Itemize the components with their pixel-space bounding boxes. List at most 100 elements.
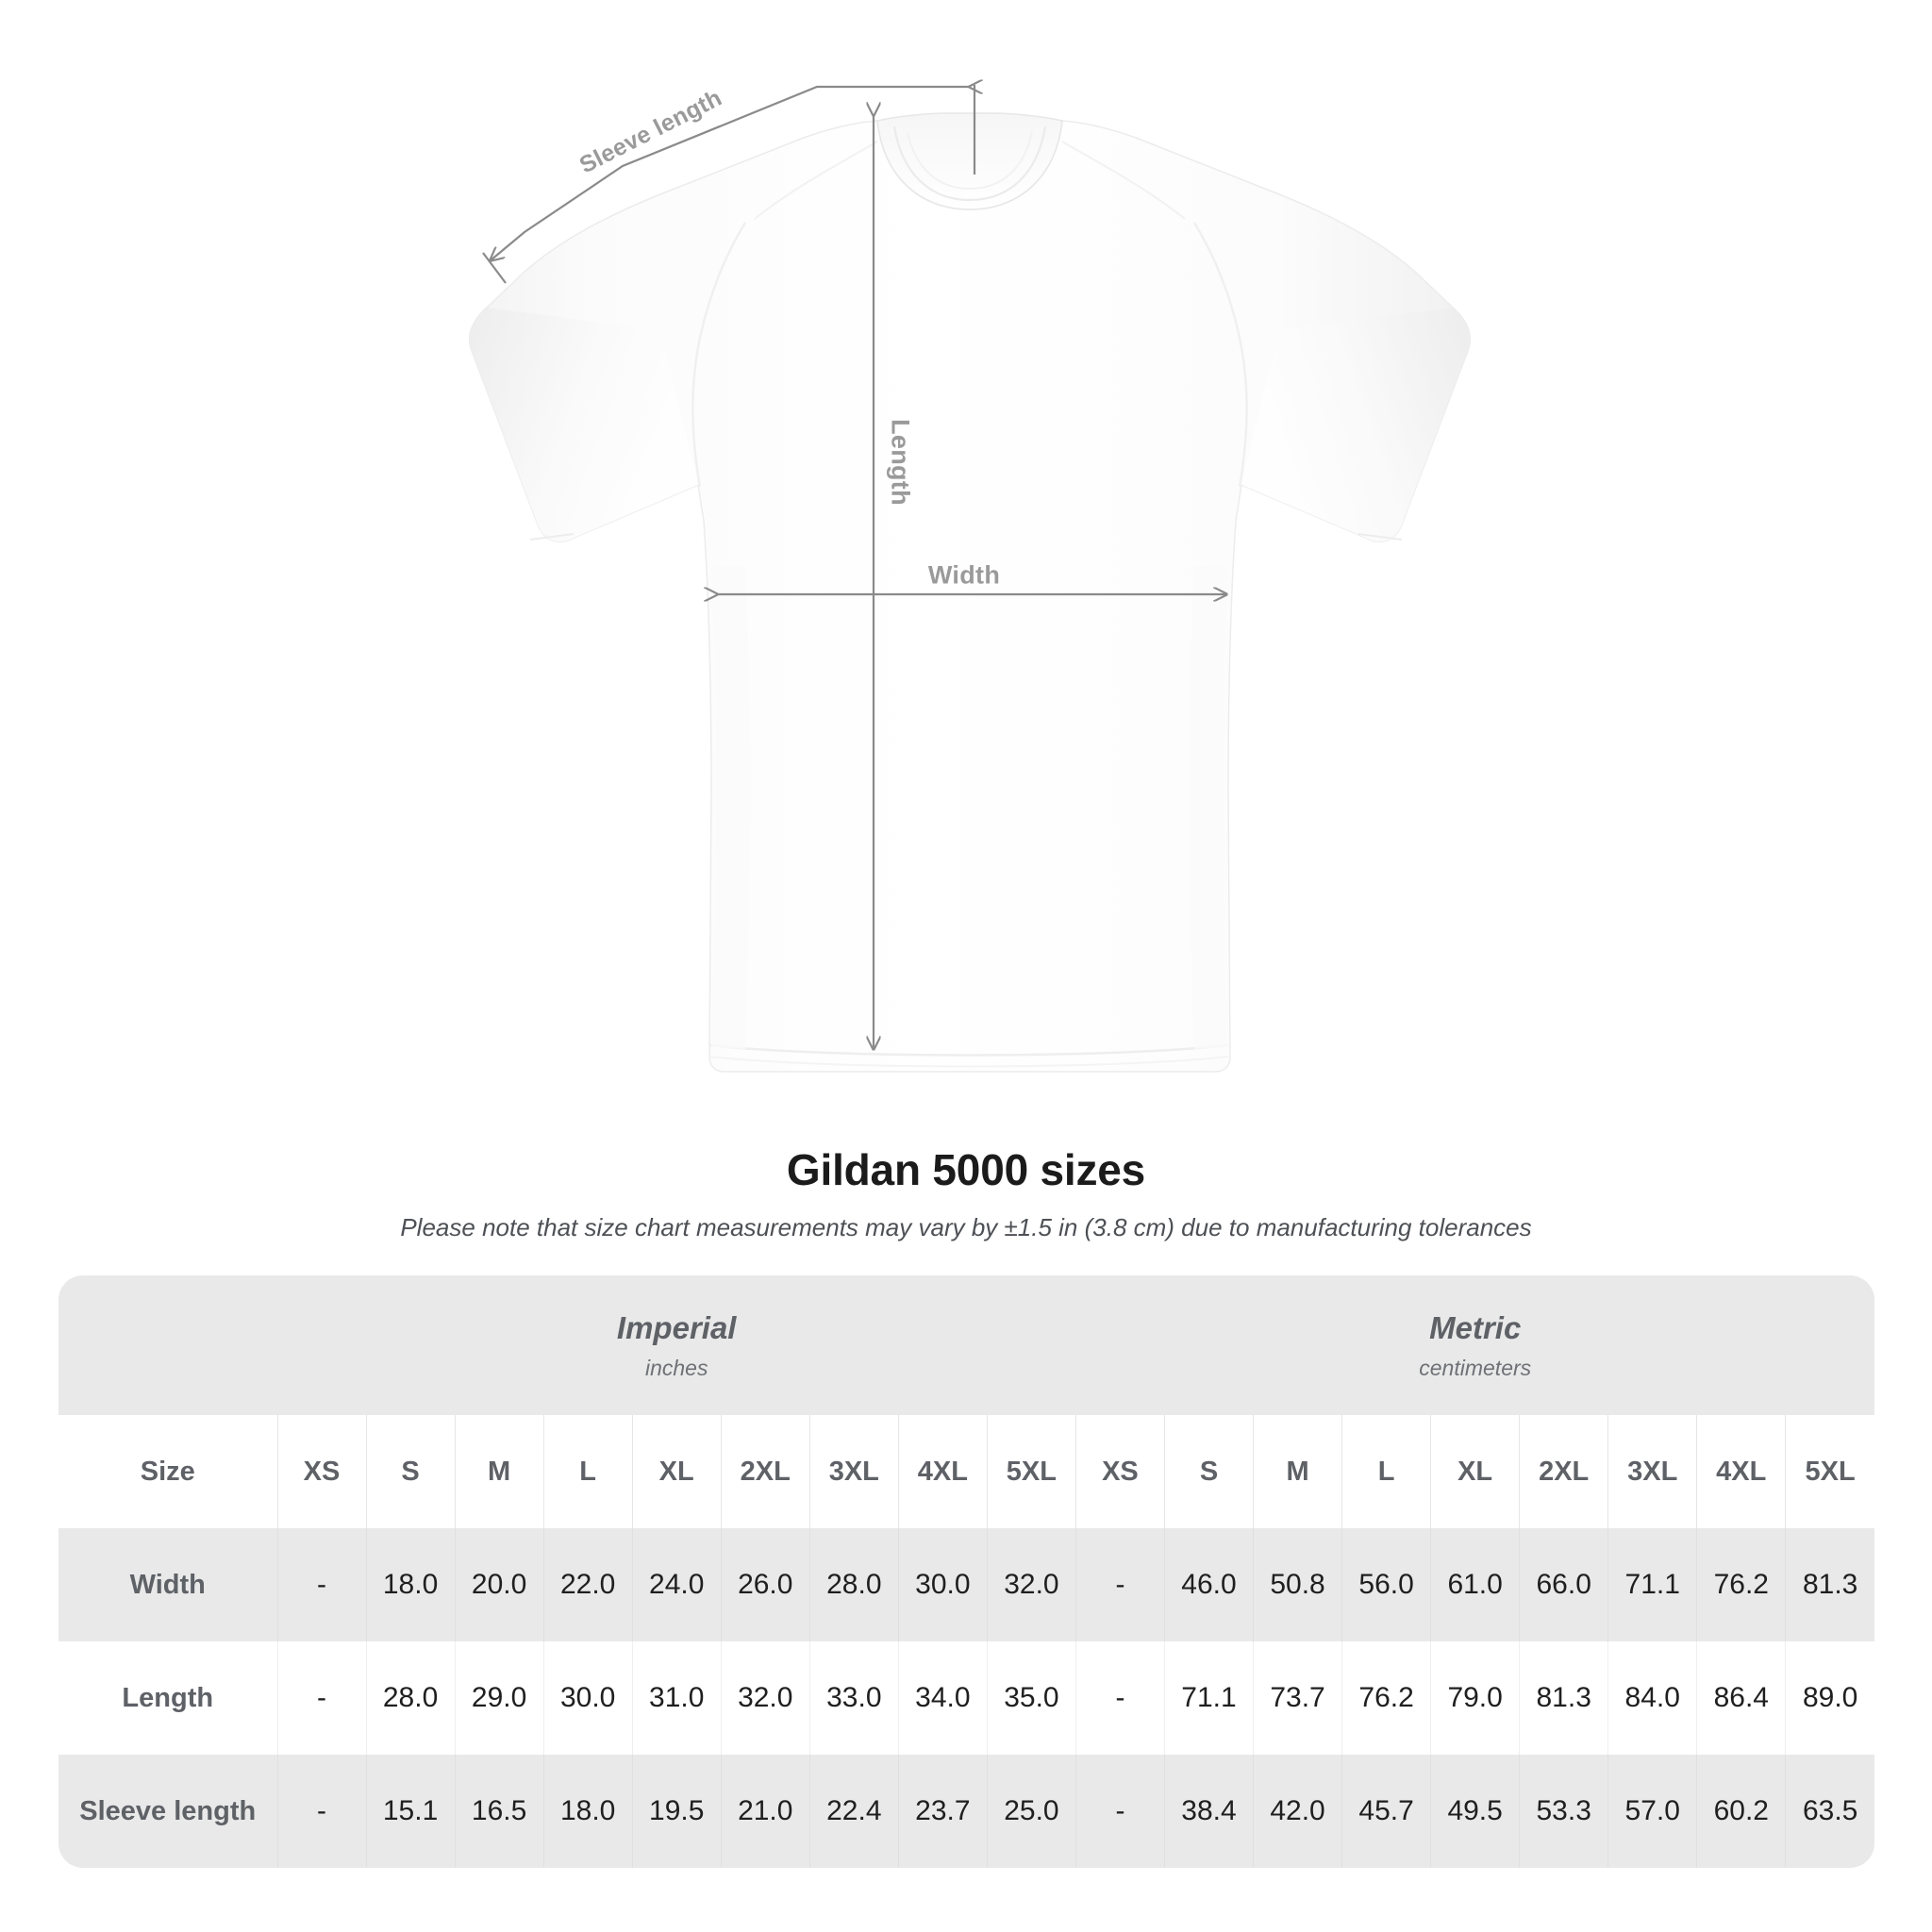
cell-sleeve-length-metric-xs: -	[1074, 1755, 1165, 1868]
column-header-size: Size	[58, 1415, 277, 1528]
unit-header-spacer	[58, 1275, 277, 1415]
size-header-imperial-2xl: 2XL	[720, 1415, 810, 1528]
cell-sleeve-length-imperial-m: 16.5	[454, 1755, 544, 1868]
cell-width-imperial-s: 18.0	[365, 1528, 456, 1641]
cell-sleeve-length-metric-xl: 49.5	[1430, 1755, 1520, 1868]
size-header-imperial-m: M	[454, 1415, 544, 1528]
size-header-metric-3xl: 3XL	[1607, 1415, 1697, 1528]
cell-length-metric-3xl: 84.0	[1607, 1641, 1697, 1755]
cell-length-metric-4xl: 86.4	[1696, 1641, 1786, 1755]
cell-width-metric-xs: -	[1074, 1528, 1165, 1641]
cell-sleeve-length-metric-3xl: 57.0	[1607, 1755, 1697, 1868]
cell-length-imperial-4xl: 34.0	[897, 1641, 988, 1755]
cell-sleeve-length-imperial-xs: -	[276, 1755, 367, 1868]
page-title: Gildan 5000 sizes	[786, 1145, 1146, 1194]
cell-sleeve-length-metric-m: 42.0	[1253, 1755, 1342, 1868]
table-row: Width -18.0 20.0 22.0 24.0 26.0 28.0 30.0 32.0-4…	[58, 1528, 1874, 1641]
size-header-metric-4xl: 4XL	[1696, 1415, 1786, 1528]
cell-width-metric-4xl: 76.2	[1696, 1528, 1786, 1641]
tshirt-illustration: Sleeve length Length Width	[468, 0, 1472, 1073]
cell-width-imperial-4xl: 30.0	[897, 1528, 988, 1641]
size-header-imperial-5xl: 5XL	[986, 1415, 1076, 1528]
table-size-header-row: Size XS S M L XL 2XL 3XL 4XL 5XL XS S M L XL 2XL 3XL 4XL 5…	[58, 1415, 1874, 1528]
size-header-imperial-s: S	[365, 1415, 456, 1528]
cell-length-metric-l: 76.2	[1341, 1641, 1431, 1755]
tshirt-graphic	[468, 112, 1472, 1073]
cell-sleeve-length-metric-4xl: 60.2	[1696, 1755, 1786, 1868]
cell-length-imperial-l: 30.0	[542, 1641, 633, 1755]
size-header-metric-l: L	[1341, 1415, 1431, 1528]
cell-width-metric-xl: 61.0	[1430, 1528, 1520, 1641]
size-table: Imperial inches Metric centimeters Size XS S M L…	[58, 1275, 1874, 1868]
cell-width-metric-3xl: 71.1	[1607, 1528, 1697, 1641]
cell-length-metric-5xl: 89.0	[1785, 1641, 1874, 1755]
cell-length-imperial-s: 28.0	[365, 1641, 456, 1755]
size-header-imperial-l: L	[542, 1415, 633, 1528]
cell-length-imperial-xl: 31.0	[631, 1641, 722, 1755]
cell-sleeve-length-imperial-2xl: 21.0	[720, 1755, 810, 1868]
tshirt-silhouette	[468, 120, 1472, 1073]
sleeve-end-tick	[482, 252, 507, 284]
size-header-metric-xl: XL	[1430, 1415, 1520, 1528]
cell-width-imperial-3xl: 28.0	[808, 1528, 899, 1641]
right-armhole-seam	[1192, 222, 1248, 488]
measurement-guides	[482, 85, 1226, 1049]
cell-length-metric-m: 73.7	[1253, 1641, 1342, 1755]
table-row: Length -28.0 29.0 30.0 31.0 32.0 33.0 34.0 35.0-…	[58, 1641, 1874, 1755]
cell-width-imperial-2xl: 26.0	[720, 1528, 810, 1641]
size-header-metric-xs: XS	[1074, 1415, 1165, 1528]
size-table-container: Imperial inches Metric centimeters Size XS S M L…	[58, 1275, 1874, 1868]
length-label: Length	[886, 419, 915, 506]
cell-sleeve-length-metric-2xl: 53.3	[1519, 1755, 1608, 1868]
cell-length-metric-2xl: 81.3	[1519, 1641, 1608, 1755]
cell-width-imperial-l: 22.0	[542, 1528, 633, 1641]
size-header-imperial-xl: XL	[631, 1415, 722, 1528]
unit-subtitle: centimeters	[1419, 1355, 1532, 1380]
size-header-metric-m: M	[1253, 1415, 1342, 1528]
size-header-metric-2xl: 2XL	[1519, 1415, 1608, 1528]
bottom-hem	[708, 1043, 1229, 1057]
unit-name: Imperial	[616, 1309, 737, 1345]
table-unit-header-row: Imperial inches Metric centimeters	[58, 1275, 1874, 1415]
cell-length-imperial-3xl: 33.0	[808, 1641, 899, 1755]
size-header-imperial-xs: XS	[276, 1415, 367, 1528]
unit-header-imperial: Imperial inches	[277, 1275, 1076, 1415]
cell-sleeve-length-metric-l: 45.7	[1341, 1755, 1431, 1868]
unit-subtitle: inches	[644, 1355, 708, 1380]
cell-sleeve-length-imperial-xl: 19.5	[631, 1755, 722, 1868]
cell-sleeve-length-imperial-l: 18.0	[542, 1755, 633, 1868]
cell-sleeve-length-imperial-3xl: 22.4	[808, 1755, 899, 1868]
cell-length-imperial-5xl: 35.0	[986, 1641, 1076, 1755]
cell-width-metric-5xl: 81.3	[1785, 1528, 1874, 1641]
cell-sleeve-length-imperial-5xl: 25.0	[986, 1755, 1076, 1868]
cell-width-imperial-xl: 24.0	[631, 1528, 722, 1641]
unit-name: Metric	[1429, 1309, 1522, 1345]
sleeve-length-arrow	[491, 87, 970, 260]
size-header-metric-s: S	[1163, 1415, 1254, 1528]
size-header-imperial-3xl: 3XL	[808, 1415, 899, 1528]
cell-width-metric-m: 50.8	[1253, 1528, 1342, 1641]
cell-width-metric-s: 46.0	[1163, 1528, 1254, 1641]
size-header-metric-5xl: 5XL	[1785, 1415, 1874, 1528]
size-header-imperial-4xl: 4XL	[897, 1415, 988, 1528]
cell-length-imperial-2xl: 32.0	[720, 1641, 810, 1755]
row-header-length: Length	[58, 1641, 277, 1755]
cell-sleeve-length-metric-s: 38.4	[1163, 1755, 1254, 1868]
cell-length-metric-xs: -	[1074, 1641, 1165, 1755]
cell-width-metric-l: 56.0	[1341, 1528, 1431, 1641]
table-row: Sleeve length -15.1 16.5 18.0 19.5 21.0 22.4 23…	[58, 1755, 1874, 1868]
cell-length-metric-xl: 79.0	[1430, 1641, 1520, 1755]
row-header-sleeve-length: Sleeve length	[58, 1755, 277, 1868]
cell-sleeve-length-imperial-s: 15.1	[365, 1755, 456, 1868]
cell-length-imperial-m: 29.0	[454, 1641, 544, 1755]
page-subtitle: Please note that size chart measurements…	[400, 1213, 1532, 1241]
cell-width-metric-2xl: 66.0	[1519, 1528, 1608, 1641]
bottom-hem-inner	[708, 1056, 1229, 1068]
cell-width-imperial-xs: -	[276, 1528, 367, 1641]
cell-length-imperial-xs: -	[276, 1641, 367, 1755]
cell-width-imperial-5xl: 32.0	[986, 1528, 1076, 1641]
unit-header-metric: Metric centimeters	[1075, 1275, 1874, 1415]
cell-sleeve-length-imperial-4xl: 23.7	[897, 1755, 988, 1868]
cell-width-imperial-m: 20.0	[454, 1528, 544, 1641]
